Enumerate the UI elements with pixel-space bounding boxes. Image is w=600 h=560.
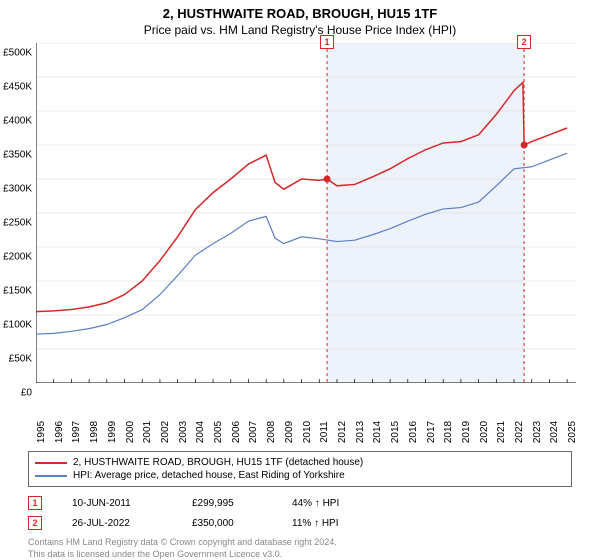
y-tick-label: £450K <box>0 82 32 93</box>
x-tick-label: 2019 <box>461 421 472 443</box>
x-tick-label: 1997 <box>71 421 82 443</box>
x-tick-label: 1999 <box>107 421 118 443</box>
legend-swatch <box>35 475 67 477</box>
x-tick-label: 2025 <box>567 421 578 443</box>
x-tick-label: 2008 <box>266 421 277 443</box>
x-tick-label: 2006 <box>231 421 242 443</box>
x-tick-label: 2020 <box>479 421 490 443</box>
y-tick-label: £400K <box>0 116 32 127</box>
y-tick-label: £250K <box>0 218 32 229</box>
x-tick-label: 2003 <box>178 421 189 443</box>
x-tick-label: 1995 <box>36 421 47 443</box>
sale-row-marker: 2 <box>28 516 42 530</box>
x-tick-label: 1998 <box>89 421 100 443</box>
chart-subtitle: Price paid vs. HM Land Registry's House … <box>0 21 600 43</box>
x-tick-label: 2017 <box>426 421 437 443</box>
y-tick-label: £50K <box>0 354 32 365</box>
sale-row: 2 26-JUL-2022 £350,000 11% ↑ HPI <box>28 513 572 533</box>
x-tick-label: 2018 <box>443 421 454 443</box>
x-tick-label: 2021 <box>496 421 507 443</box>
x-tick-label: 2007 <box>248 421 259 443</box>
x-tick-label: 2016 <box>408 421 419 443</box>
footnote-line-2: This data is licensed under the Open Gov… <box>28 549 572 560</box>
sale-price: £299,995 <box>192 498 262 509</box>
sale-marker-2: 2 <box>517 35 531 49</box>
y-tick-label: £100K <box>0 320 32 331</box>
y-tick-label: £500K <box>0 48 32 59</box>
x-tick-label: 2009 <box>284 421 295 443</box>
sale-date: 10-JUN-2011 <box>72 498 162 509</box>
y-tick-label: £200K <box>0 252 32 263</box>
x-tick-label: 2023 <box>532 421 543 443</box>
chart-area: £0£50K£100K£150K£200K£250K£300K£350K£400… <box>36 43 596 403</box>
plot-svg <box>36 43 576 383</box>
x-tick-label: 2010 <box>302 421 313 443</box>
y-tick-label: £150K <box>0 286 32 297</box>
x-tick-label: 2014 <box>372 421 383 443</box>
sale-diff: 44% ↑ HPI <box>292 498 382 509</box>
footnote-line-1: Contains HM Land Registry data © Crown c… <box>28 537 572 549</box>
x-tick-label: 2013 <box>355 421 366 443</box>
legend-row: HPI: Average price, detached house, East… <box>35 469 565 482</box>
legend-label: 2, HUSTHWAITE ROAD, BROUGH, HU15 1TF (de… <box>73 457 363 468</box>
sale-date: 26-JUL-2022 <box>72 518 162 529</box>
footnote: Contains HM Land Registry data © Crown c… <box>28 537 572 560</box>
x-tick-label: 2015 <box>390 421 401 443</box>
sale-price: £350,000 <box>192 518 262 529</box>
y-axis-labels: £0 £50K £100K £150K £200K £250K £300K £350K £400… <box>0 43 34 403</box>
y-tick-label: £300K <box>0 184 32 195</box>
legend-row: 2, HUSTHWAITE ROAD, BROUGH, HU15 1TF (de… <box>35 456 565 469</box>
x-tick-label: 2012 <box>337 421 348 443</box>
x-tick-label: 2000 <box>125 421 136 443</box>
x-axis-labels: 1995 1996 1997 1998 1999 2000 2001 2002 2003 2004… <box>36 404 596 444</box>
legend-box: 2, HUSTHWAITE ROAD, BROUGH, HU15 1TF (de… <box>28 451 572 487</box>
legend-swatch <box>35 462 67 464</box>
x-tick-label: 2001 <box>142 421 153 443</box>
legend-label: HPI: Average price, detached house, East… <box>73 470 345 481</box>
sale-marker-1: 1 <box>320 35 334 49</box>
sale-diff: 11% ↑ HPI <box>292 518 382 529</box>
x-tick-label: 2002 <box>160 421 171 443</box>
x-tick-label: 2011 <box>319 421 330 443</box>
x-tick-label: 1996 <box>54 421 65 443</box>
x-tick-label: 2024 <box>549 421 560 443</box>
x-tick-label: 2022 <box>514 421 525 443</box>
chart-title: 2, HUSTHWAITE ROAD, BROUGH, HU15 1TF <box>0 0 600 21</box>
y-tick-label: £0 <box>0 388 32 399</box>
x-tick-label: 2005 <box>213 421 224 443</box>
y-tick-label: £350K <box>0 150 32 161</box>
sale-row: 1 10-JUN-2011 £299,995 44% ↑ HPI <box>28 493 572 513</box>
sale-row-marker: 1 <box>28 496 42 510</box>
x-tick-label: 2004 <box>195 421 206 443</box>
sales-table: 1 10-JUN-2011 £299,995 44% ↑ HPI 2 26-JUL-202… <box>28 493 572 533</box>
